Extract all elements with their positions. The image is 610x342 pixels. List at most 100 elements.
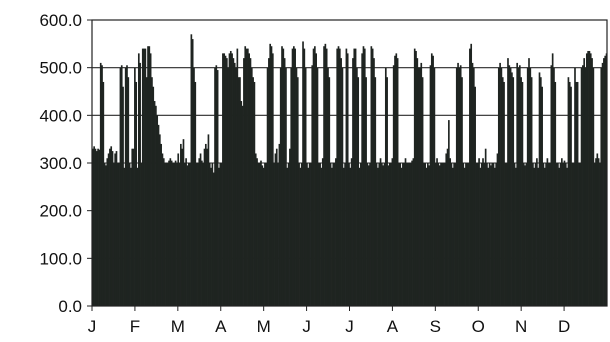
bar (124, 67, 127, 306)
bar (164, 163, 166, 306)
bar (353, 48, 356, 306)
bar (216, 70, 219, 306)
x-tick-label: S (430, 317, 441, 336)
bar (199, 153, 202, 306)
bar (310, 163, 312, 306)
bar (174, 160, 177, 306)
bar (367, 165, 370, 306)
bar (295, 67, 298, 306)
bar (207, 134, 210, 306)
bar (273, 163, 275, 306)
bar (405, 163, 408, 306)
bar (157, 124, 160, 307)
bar (248, 53, 250, 307)
bar (576, 81, 579, 306)
bar (147, 46, 149, 306)
bar (99, 62, 102, 307)
bar (505, 163, 508, 306)
bar (399, 163, 402, 306)
bar (457, 62, 459, 307)
bar (518, 65, 521, 306)
bar (214, 67, 216, 306)
x-tick-label: A (387, 317, 399, 336)
bar (177, 153, 180, 306)
bar (547, 163, 550, 306)
bar (558, 167, 561, 306)
bar (193, 67, 195, 306)
bar (429, 65, 432, 306)
bar (360, 163, 362, 306)
bar (358, 167, 361, 306)
bar (296, 77, 299, 306)
bar (118, 163, 120, 306)
bar (494, 167, 496, 306)
bar (224, 55, 227, 306)
bar (206, 148, 208, 306)
bar (395, 53, 398, 307)
bar (413, 48, 416, 306)
bar (538, 72, 541, 307)
bar (186, 165, 189, 306)
bar (593, 163, 596, 306)
bar (212, 172, 215, 306)
bar (490, 165, 492, 306)
bar (517, 67, 520, 306)
bar (415, 50, 417, 307)
bar (437, 163, 440, 306)
bar (203, 148, 206, 306)
x-tick-label: M (257, 317, 271, 336)
bar (128, 163, 131, 306)
bar (300, 163, 303, 306)
bar (149, 53, 152, 307)
bar (139, 62, 141, 307)
bar (153, 101, 156, 306)
bar (516, 62, 519, 307)
bar (532, 163, 534, 306)
bar (170, 160, 173, 306)
bar (515, 167, 517, 306)
bar (134, 67, 136, 306)
y-tick-label: 600.0 (39, 11, 82, 30)
bar (231, 53, 233, 307)
bar (299, 167, 302, 306)
bar (566, 167, 568, 306)
bar (572, 163, 575, 306)
bar (546, 158, 549, 306)
bar (338, 48, 341, 306)
bar (332, 163, 335, 306)
bar (595, 158, 597, 306)
bar (239, 77, 241, 306)
bar (403, 163, 406, 306)
bar (266, 67, 269, 306)
bar (321, 158, 324, 306)
bar (120, 65, 123, 306)
bar (306, 163, 308, 306)
bar (176, 163, 178, 306)
bar (427, 163, 429, 306)
bar (262, 167, 265, 306)
bar (228, 53, 231, 307)
bar (293, 46, 295, 306)
bar (469, 48, 471, 306)
bar (441, 163, 444, 306)
bar (324, 43, 327, 306)
bar (258, 163, 261, 306)
bar (270, 46, 273, 306)
bar (583, 58, 586, 306)
bar (525, 163, 528, 306)
bar (563, 160, 566, 306)
bar (144, 48, 147, 306)
bar (122, 86, 124, 306)
bar (110, 146, 113, 306)
bar (520, 77, 522, 306)
bar (320, 167, 323, 306)
x-tick-label: F (130, 317, 140, 336)
bar (135, 81, 138, 306)
bar (165, 163, 168, 306)
bar (131, 148, 134, 306)
bar (365, 77, 367, 306)
bar (161, 153, 164, 306)
bar (471, 62, 474, 307)
